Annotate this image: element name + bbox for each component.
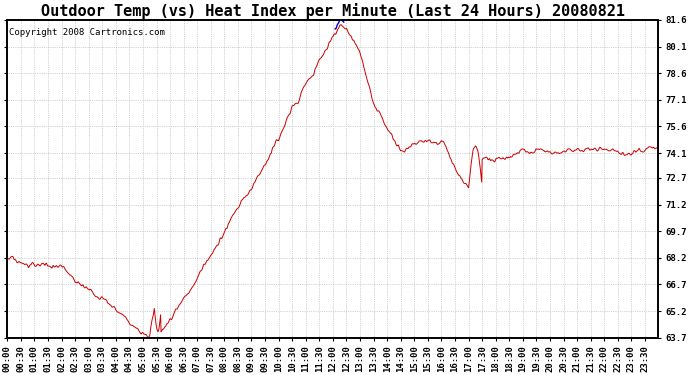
Title: Outdoor Temp (vs) Heat Index per Minute (Last 24 Hours) 20080821: Outdoor Temp (vs) Heat Index per Minute …: [41, 3, 624, 19]
Text: Copyright 2008 Cartronics.com: Copyright 2008 Cartronics.com: [8, 28, 164, 37]
